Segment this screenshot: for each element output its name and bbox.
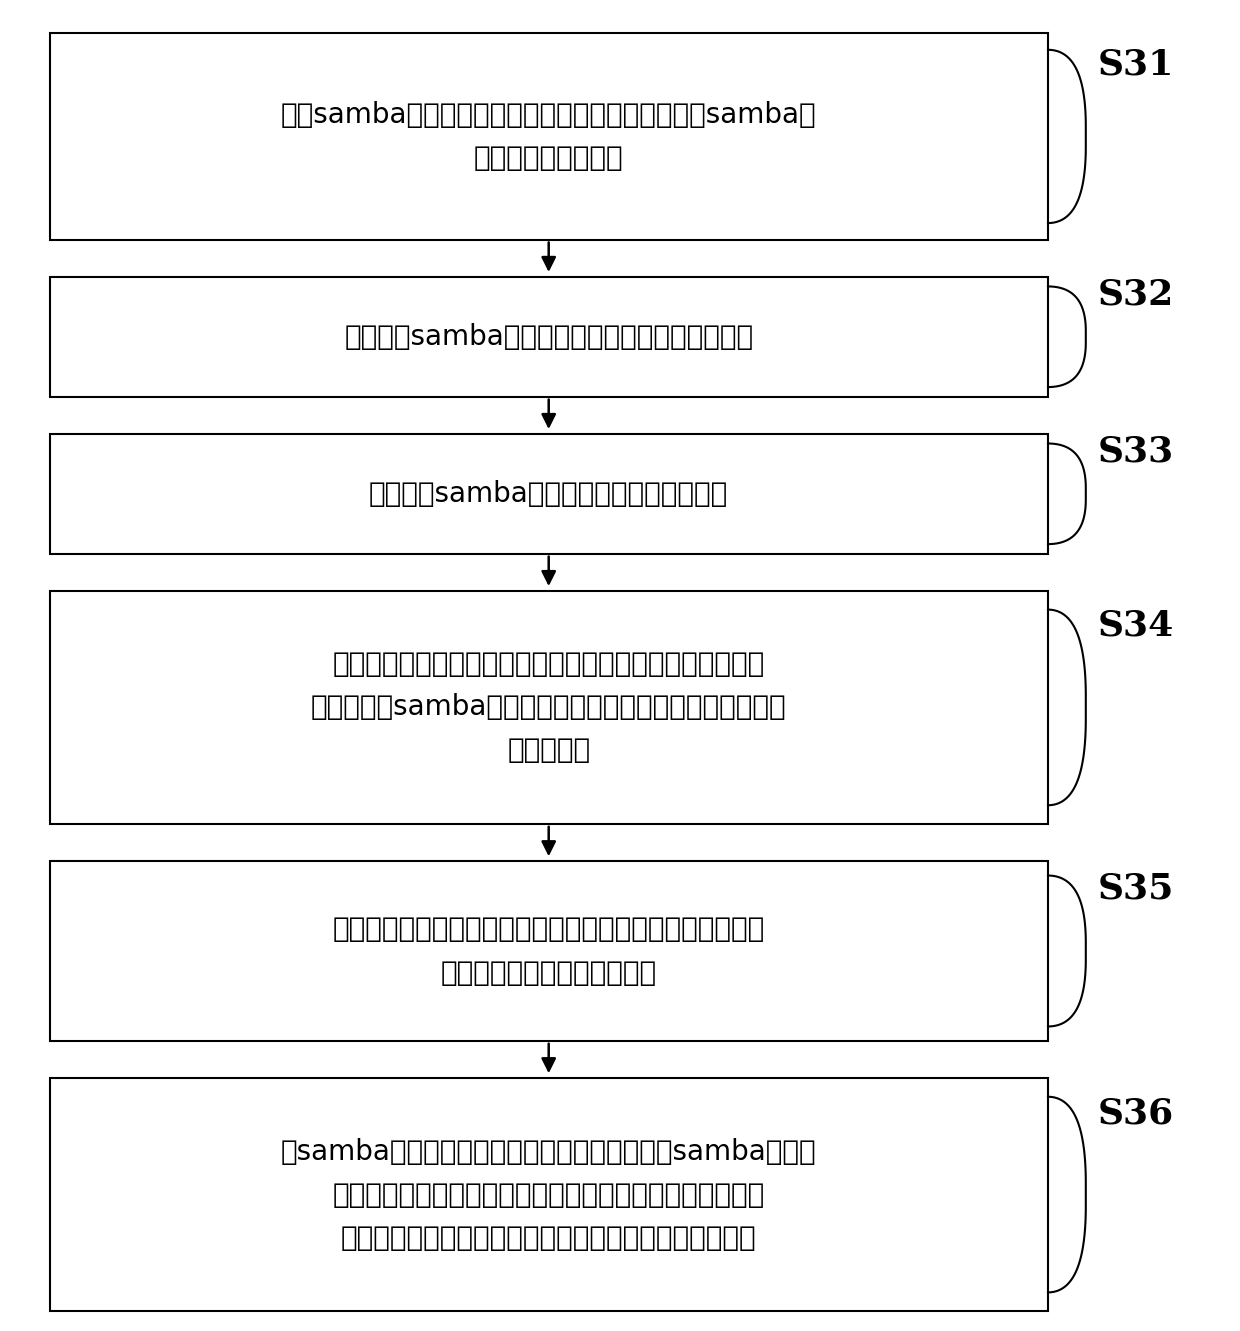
Text: 接收所述samba客户终端同步的第二服务节点信息: 接收所述samba客户终端同步的第二服务节点信息 bbox=[345, 322, 753, 351]
Text: 根据所述服务节点故障信息和所述第二服务节点信息，确定: 根据所述服务节点故障信息和所述第二服务节点信息，确定 bbox=[332, 651, 765, 679]
Text: S31: S31 bbox=[1097, 47, 1174, 81]
Text: 户终端建立服务连接: 户终端建立服务连接 bbox=[474, 144, 624, 172]
Bar bbox=[50, 277, 1048, 397]
Bar bbox=[50, 591, 1048, 824]
Text: S36: S36 bbox=[1097, 1095, 1174, 1130]
Text: 向samba客户终端发送所述目标信息，以便所述samba客户终: 向samba客户终端发送所述目标信息，以便所述samba客户终 bbox=[281, 1138, 816, 1166]
Text: S32: S32 bbox=[1097, 278, 1174, 311]
Text: 否出现故障: 否出现故障 bbox=[507, 736, 590, 764]
Bar bbox=[50, 1078, 1048, 1311]
Text: 障的通知信息确定为目标信息: 障的通知信息确定为目标信息 bbox=[440, 958, 657, 986]
Bar bbox=[50, 33, 1048, 240]
Text: 如果所述第二服务节点出现故障，则将所述第二服务节点故: 如果所述第二服务节点出现故障，则将所述第二服务节点故 bbox=[332, 916, 765, 944]
Text: S35: S35 bbox=[1097, 870, 1174, 905]
Text: S34: S34 bbox=[1097, 608, 1174, 643]
Text: S33: S33 bbox=[1097, 435, 1174, 469]
Text: 正在为所述samba客户终端提供文件服务的第二服务节点是: 正在为所述samba客户终端提供文件服务的第二服务节点是 bbox=[311, 693, 786, 721]
Text: 端根据所述目标信息确定所述第二服务节点是否出现故障，: 端根据所述目标信息确定所述第二服务节点是否出现故障， bbox=[332, 1181, 765, 1209]
Text: 接收samba客户终端发送的服务连接请求，并与所述samba客: 接收samba客户终端发送的服务连接请求，并与所述samba客 bbox=[281, 101, 816, 129]
Bar bbox=[50, 434, 1048, 554]
Text: 并且在所述第二服务节点出现故障时，进行故障重连操作: 并且在所述第二服务节点出现故障时，进行故障重连操作 bbox=[341, 1223, 756, 1251]
Text: 实时获取samba集群中的服务节点故障信息: 实时获取samba集群中的服务节点故障信息 bbox=[370, 479, 728, 508]
Bar bbox=[50, 861, 1048, 1041]
